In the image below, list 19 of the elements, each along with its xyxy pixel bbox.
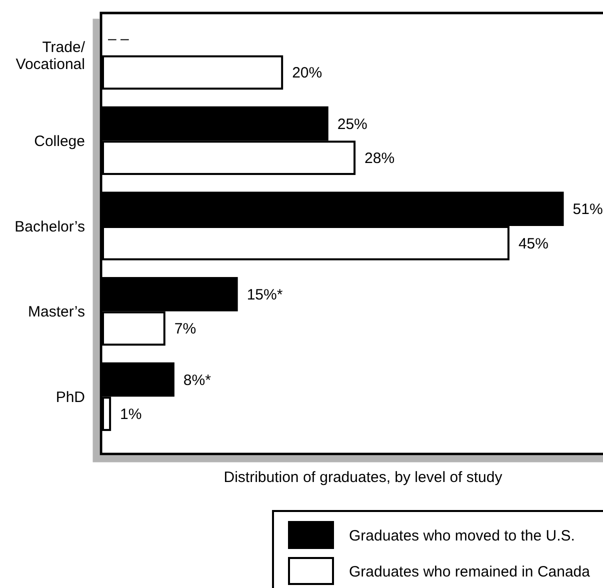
y-tick-label: Trade/Vocational [16, 39, 86, 74]
data-label: 25% [337, 116, 368, 133]
y-tick-label: Master’s [28, 304, 85, 321]
legend-label: Graduates who remained in Canada [349, 563, 591, 580]
legend-label: Graduates who moved to the U.S. [349, 527, 575, 544]
text: – – [108, 30, 129, 48]
data-label: 8%* [183, 372, 212, 389]
data-label: 51% [572, 201, 603, 218]
data-label: 28% [364, 150, 395, 168]
data-label: 20% [292, 64, 322, 82]
data-label: 45% [518, 235, 548, 252]
y-tick-label: PhD [56, 388, 86, 406]
data-label: 7% [174, 320, 196, 338]
y-tick-label: Bachelor’s [14, 218, 85, 236]
bar [102, 55, 284, 90]
y-tick-label: College [34, 132, 85, 150]
x-axis-title: Distribution of graduates, by level of study [224, 469, 503, 486]
data-label: 1% [120, 406, 142, 424]
data-label: 15%* [246, 286, 283, 304]
